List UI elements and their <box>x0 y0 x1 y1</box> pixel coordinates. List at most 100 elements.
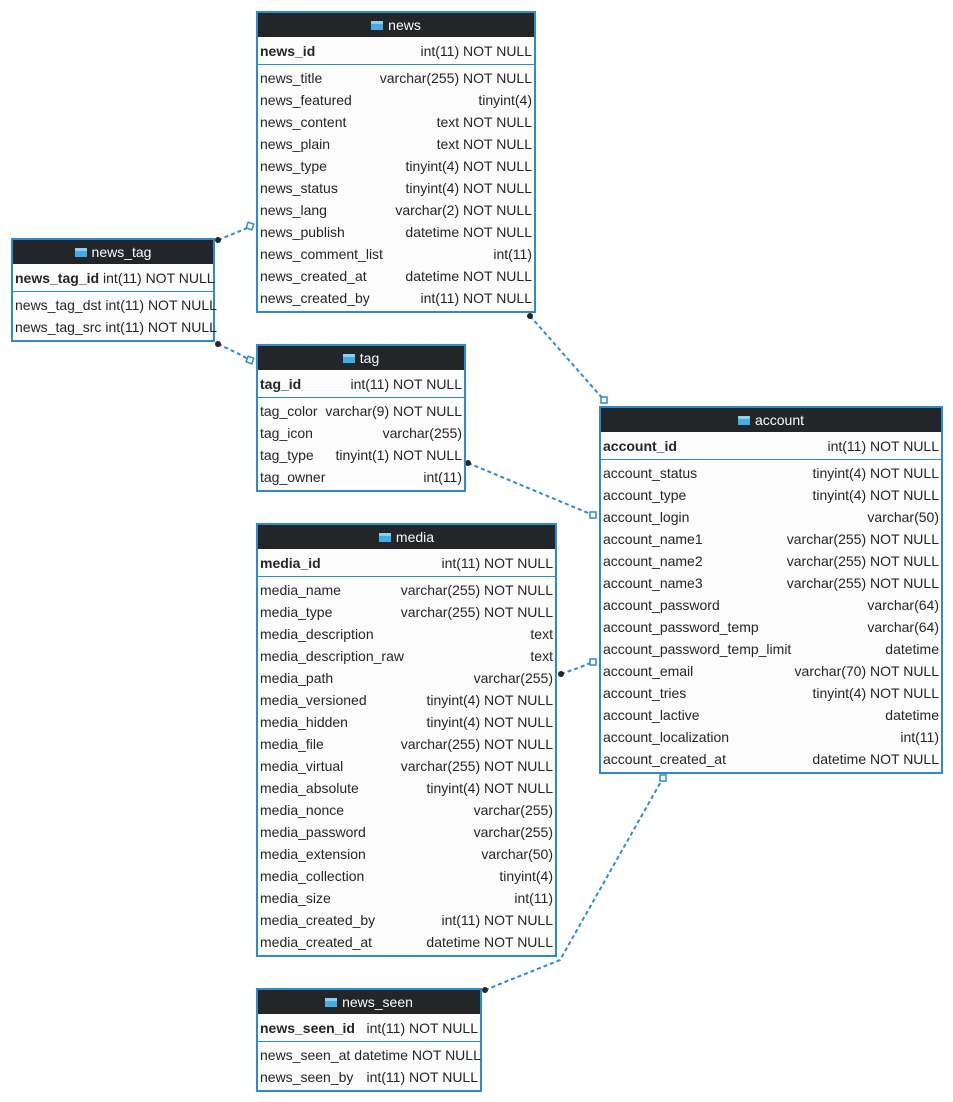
column-name: news_status <box>260 180 338 196</box>
table-name: account <box>754 412 805 428</box>
column-name: news_publish <box>260 224 345 240</box>
relation-end <box>465 460 471 466</box>
column-type: tinyint(4) <box>499 868 553 884</box>
table-footer <box>258 953 555 955</box>
column-name: account_email <box>603 663 694 679</box>
column-type: varchar(255) NOT NULL <box>400 604 553 620</box>
table-footer <box>601 770 941 772</box>
column-name: media_description_raw <box>260 648 404 664</box>
relation-line <box>217 226 251 241</box>
column-row: account_email varchar(70) NOT NULL <box>601 660 941 682</box>
column-name: account_lactive <box>603 707 700 723</box>
column-name: account_localization <box>603 729 730 745</box>
column-name: account_password_temp <box>603 619 759 635</box>
column-row: news_publish datetime NOT NULL <box>258 221 534 243</box>
column-type: varchar(64) <box>867 597 939 613</box>
column-type: int(11) NOT NULL <box>420 42 532 59</box>
column-name: media_collection <box>260 868 365 884</box>
column-type: varchar(9) NOT NULL <box>325 403 462 419</box>
column-type: int(11) <box>514 890 553 906</box>
column-type: datetime NOT NULL <box>405 268 532 284</box>
column-name: news_created_at <box>260 268 367 284</box>
table-footer <box>258 488 464 490</box>
relation-end <box>558 671 564 677</box>
column-type: datetime NOT NULL <box>426 934 553 950</box>
column-type: datetime NOT NULL <box>354 1047 481 1063</box>
column-name: media_created_by <box>260 912 376 928</box>
column-type: varchar(255) <box>473 670 553 686</box>
column-name: media_virtual <box>260 758 344 774</box>
column-row: media_virtual varchar(255) NOT NULL <box>258 755 555 777</box>
relation-line <box>529 315 605 401</box>
column-row: media_path varchar(255) <box>258 667 555 689</box>
column-name: media_file <box>260 736 324 752</box>
column-name: account_password_temp_limit <box>603 641 792 657</box>
column-name: tag_owner <box>260 469 326 485</box>
table-header: news_seen <box>258 990 480 1014</box>
column-name: account_id <box>603 437 677 454</box>
column-type: int(11) NOT NULL <box>366 1069 478 1085</box>
column-type: varchar(64) <box>867 619 939 635</box>
relation-target <box>589 658 597 666</box>
column-type: int(11) NOT NULL <box>366 1019 478 1036</box>
column-type: int(11) NOT NULL <box>105 297 217 313</box>
column-name: account_type <box>603 487 687 503</box>
column-row: tag_owner int(11) <box>258 466 464 488</box>
column-name: account_status <box>603 465 698 481</box>
table: news news_id int(11) NOT NULL news_title var… <box>256 11 536 313</box>
column-row: media_collection tinyint(4) <box>258 865 555 887</box>
column-row: account_login varchar(50) <box>601 506 941 528</box>
column-type: varchar(255) <box>473 802 553 818</box>
relation-target <box>589 511 597 519</box>
table-name: media <box>395 529 435 545</box>
column-type: int(11) NOT NULL <box>350 375 462 392</box>
column-row: media_created_by int(11) NOT NULL <box>258 909 555 931</box>
column-row: news_type tinyint(4) NOT NULL <box>258 155 534 177</box>
column-name: media_type <box>260 604 333 620</box>
relation-line <box>560 661 594 675</box>
column-name: account_password <box>603 597 720 613</box>
column-name: account_created_at <box>603 751 726 767</box>
column-name: news_seen_id <box>260 1019 355 1036</box>
relation-end <box>215 341 221 347</box>
primary-key-row: tag_id int(11) NOT NULL <box>258 370 464 398</box>
column-row: news_featured tinyint(4) <box>258 89 534 111</box>
table: media media_id int(11) NOT NULL media_name v… <box>256 523 557 957</box>
column-name: media_description <box>260 626 374 642</box>
column-name: media_path <box>260 670 334 686</box>
column-type: datetime <box>885 641 939 657</box>
column-type: int(11) NOT NULL <box>441 554 553 571</box>
column-type: varchar(255) NOT NULL <box>786 553 939 569</box>
column-name: media_absolute <box>260 780 359 796</box>
column-row: media_name varchar(255) NOT NULL <box>258 579 555 601</box>
column-type: int(11) <box>423 469 462 485</box>
column-type: int(11) <box>900 729 939 745</box>
table-header: media <box>258 525 555 549</box>
column-type: text <box>530 648 553 664</box>
column-row: account_localization int(11) <box>601 726 941 748</box>
table: account account_id int(11) NOT NULL account… <box>599 406 943 774</box>
column-type: datetime NOT NULL <box>405 224 532 240</box>
column-name: news_content <box>260 114 347 130</box>
table-footer <box>258 309 534 311</box>
relation-target <box>245 355 255 365</box>
column-row: tag_color varchar(9) NOT NULL <box>258 400 464 422</box>
column-type: int(11) NOT NULL <box>103 269 215 286</box>
table-header: news <box>258 13 534 37</box>
table-icon <box>737 415 750 425</box>
column-row: news_tag_src int(11) NOT NULL <box>13 316 217 338</box>
column-type: text <box>530 626 553 642</box>
column-type: varchar(255) NOT NULL <box>786 531 939 547</box>
column-type: varchar(70) NOT NULL <box>794 663 939 679</box>
column-row: media_file varchar(255) NOT NULL <box>258 733 555 755</box>
primary-key-row: media_id int(11) NOT NULL <box>258 549 555 577</box>
column-row: news_created_at datetime NOT NULL <box>258 265 534 287</box>
primary-key-row: news_seen_id int(11) NOT NULL <box>258 1014 480 1042</box>
column-name: news_created_by <box>260 290 370 306</box>
table-icon <box>371 20 384 30</box>
relation-end <box>482 987 488 993</box>
column-type: varchar(255) NOT NULL <box>400 758 553 774</box>
relation-line <box>484 777 664 991</box>
column-type: int(11) NOT NULL <box>827 437 939 454</box>
